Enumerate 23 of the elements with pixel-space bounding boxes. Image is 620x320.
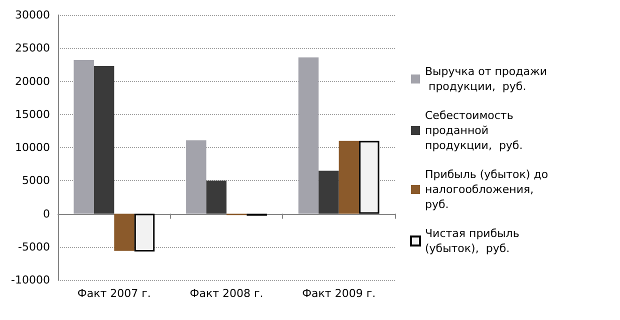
legend-label: Себестоимость проданной продукции, руб. [425, 109, 523, 152]
y-tick-label: 10000 [15, 141, 50, 154]
bar [338, 140, 360, 214]
bar [94, 66, 114, 214]
x-tick-label: Факт 2009 г. [302, 287, 376, 300]
bar [134, 214, 155, 252]
y-tick-label: 0 [43, 207, 50, 220]
x-tick-label: Факт 2007 г. [77, 287, 151, 300]
bar [114, 214, 134, 251]
y-tick-label: 20000 [15, 74, 50, 88]
x-tick-label: Факт 2008 г. [190, 287, 264, 300]
y-tick-label: -10000 [11, 274, 50, 286]
bar [206, 180, 226, 214]
legend-label: Чистая прибыль (убыток), руб. [425, 227, 523, 255]
bar [359, 140, 380, 214]
legend-label: Выручка от продажи продукции, руб. [425, 65, 548, 93]
y-tick-label: 25000 [15, 42, 50, 55]
y-tick-label: 30000 [15, 8, 50, 22]
y-tick-label: -5000 [18, 240, 50, 254]
legend-label: Прибыль (убыток) до налогообложения, руб. [425, 168, 552, 211]
y-tick-label: 5000 [22, 174, 50, 188]
y-tick-label: 15000 [15, 108, 50, 121]
bar [318, 170, 339, 214]
